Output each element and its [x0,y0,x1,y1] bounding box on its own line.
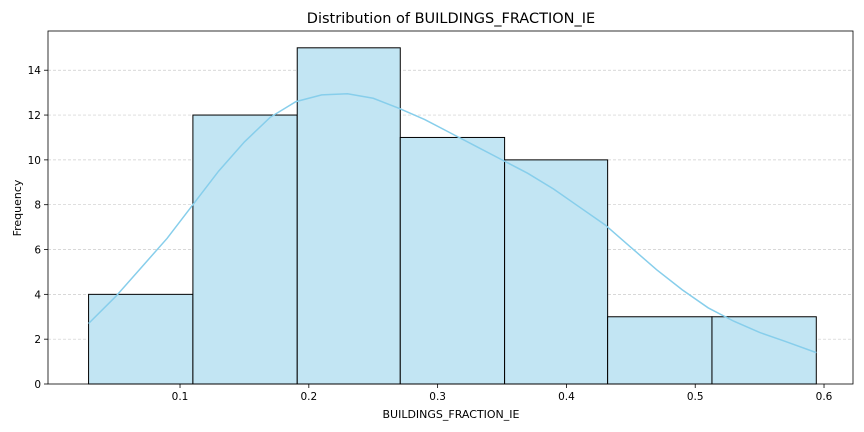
histogram-bar [711,316,817,385]
y-tick-label: 4 [34,289,41,301]
histogram-bar [192,114,298,385]
y-tick-label: 2 [34,334,41,346]
kde-curve [88,93,817,354]
y-tick-label: 8 [34,200,41,212]
x-tick-label: 0.1 [172,391,189,403]
y-tick-label: 0 [34,379,41,391]
y-tick-label: 6 [34,245,41,257]
x-axis-ticks: 0.1 0.2 0.3 0.4 0.5 0.6 [172,384,833,403]
histogram-bar [88,293,194,385]
y-tick-label: 14 [28,65,42,77]
x-tick-label: 0.6 [816,391,833,403]
y-tick-label: 10 [28,155,41,167]
histogram-bar [296,47,401,385]
chart-title: Distribution of BUILDINGS_FRACTION_IE [307,11,595,27]
histogram-bars [88,47,817,385]
x-axis-label: BUILDINGS_FRACTION_IE [382,408,519,421]
x-tick-label: 0.5 [687,391,704,403]
x-tick-label: 0.4 [558,391,575,403]
plot-frame [47,30,854,385]
y-axis-ticks: 0 2 4 6 8 10 12 14 [28,65,48,391]
x-tick-label: 0.2 [300,391,317,403]
y-axis-label: Frequency [11,179,24,236]
histogram-bar [504,159,609,385]
y-tick-label: 12 [28,110,41,122]
x-tick-label: 0.3 [429,391,446,403]
histogram-bar [607,316,713,385]
histogram-bar [399,136,506,385]
